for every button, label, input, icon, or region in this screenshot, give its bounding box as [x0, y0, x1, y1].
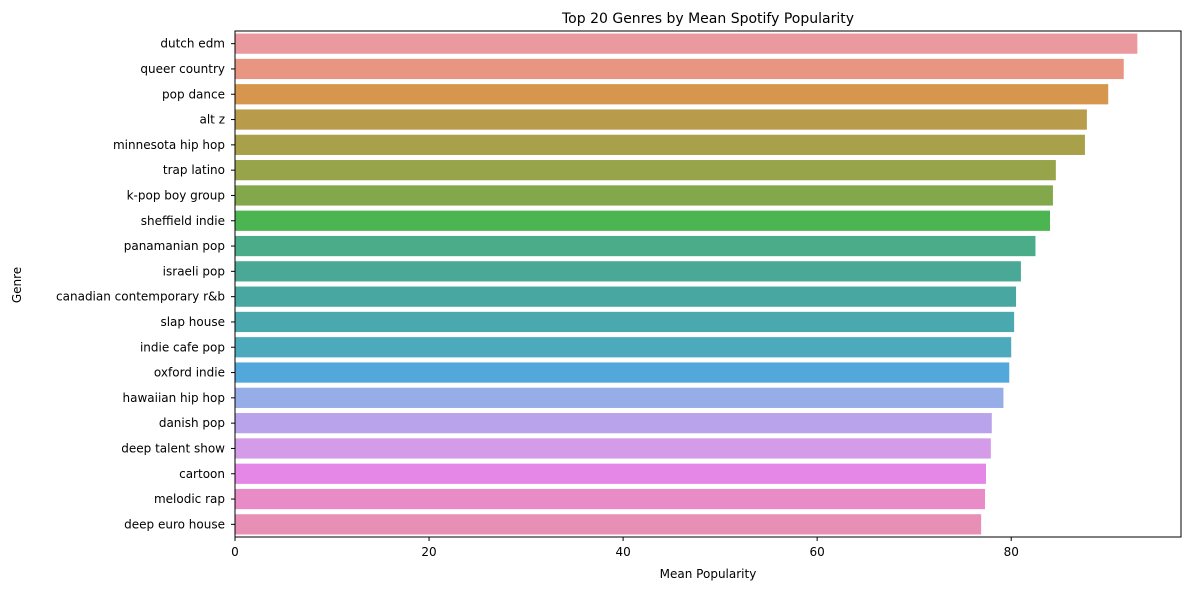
y-tick-label: sheffield indie: [141, 214, 225, 228]
y-tick-label: deep talent show: [121, 441, 225, 455]
bar: [235, 413, 992, 434]
bar: [235, 514, 982, 535]
y-tick-label: indie cafe pop: [140, 340, 225, 354]
bar: [235, 84, 1109, 105]
bar: [235, 261, 1021, 282]
y-tick-label: danish pop: [159, 416, 225, 430]
y-tick-label: alt z: [199, 113, 225, 127]
plot-frame: [234, 30, 1182, 538]
bars-group: [235, 33, 1138, 535]
y-tick-label: hawaiian hip hop: [122, 391, 225, 405]
y-tick-label: k-pop boy group: [127, 188, 225, 202]
x-tick-label: 0: [231, 545, 239, 559]
x-tick-label: 60: [810, 545, 825, 559]
bar: [235, 488, 986, 510]
bar: [235, 362, 1010, 383]
x-axis-ticks: 0 20 40 60 80: [231, 537, 1019, 559]
bar: [235, 33, 1138, 54]
y-tick-label: panamanian pop: [124, 239, 225, 253]
y-tick-label: canadian contemporary r&b: [56, 290, 225, 304]
y-tick-label: melodic rap: [154, 492, 225, 506]
x-tick-label: 80: [1004, 545, 1019, 559]
bar: [235, 160, 1056, 181]
bar: [235, 109, 1087, 130]
y-tick-label: dutch edm: [160, 37, 225, 51]
x-tick-label: 40: [615, 545, 630, 559]
y-tick-label: oxford indie: [154, 366, 225, 380]
bar: [235, 58, 1124, 80]
bar: [235, 134, 1085, 155]
y-axis-ticks: dutch edm queer country pop dance alt z minn…: [56, 37, 235, 531]
chart-title: Top 20 Genres by Mean Spotify Popularity: [561, 11, 854, 27]
y-tick-label: deep euro house: [124, 517, 225, 531]
x-tick-label: 20: [421, 545, 436, 559]
bar: [235, 311, 1015, 333]
y-tick-label: cartoon: [179, 467, 225, 481]
bar: [235, 438, 991, 459]
bar: [235, 185, 1053, 206]
bar: [235, 286, 1017, 307]
y-tick-label: queer country: [140, 62, 225, 76]
y-tick-label: israeli pop: [163, 264, 225, 278]
y-tick-label: trap latino: [163, 163, 225, 177]
y-tick-label: pop dance: [162, 87, 225, 101]
y-tick-label: slap house: [160, 315, 225, 329]
bar: [235, 463, 986, 484]
y-axis-title: Genre: [10, 267, 24, 303]
bar: [235, 235, 1036, 257]
bar: [235, 387, 1004, 408]
x-axis-title: Mean Popularity: [660, 567, 757, 581]
y-tick-label: minnesota hip hop: [113, 138, 225, 152]
bar: [235, 210, 1051, 231]
bar: [235, 337, 1012, 358]
